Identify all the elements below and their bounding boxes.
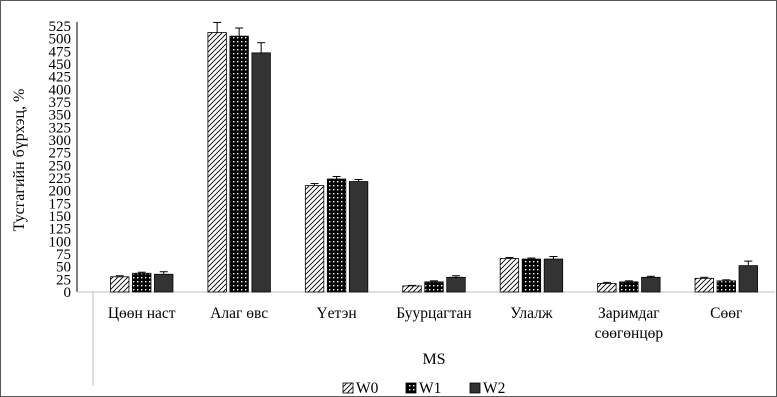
x-category-label: Буурцагтан [396,305,471,322]
legend-label-w2: W2 [483,380,505,397]
y-tick-label: 0 [64,285,72,301]
y-tick-label: 450 [49,57,72,73]
x-category-label: Сөөг [710,305,742,322]
x-category-label: Үетэн [316,305,356,322]
y-tick-label: 125 [49,222,72,238]
bar-w0-2 [304,185,325,293]
bars [110,21,758,293]
y-tick-label: 275 [49,146,72,162]
legend-label-w0: W0 [356,380,379,397]
y-tick-label: 50 [56,260,71,276]
x-axis-label: MS [422,351,445,368]
bar-w1-2 [326,178,347,293]
bar-w2-6 [738,265,758,293]
y-axis-label: Тусгагийн бүрхэц, % [11,89,28,232]
y-tick-label: 325 [49,120,72,136]
bar-w0-1 [207,32,227,293]
legend-label-w1: W1 [419,380,441,397]
y-tick-label: 500 [49,32,72,48]
legend-swatch-w1 [405,382,417,394]
y-tick-label: 525 [49,19,72,35]
x-category-label: Алаг өвс [210,305,268,322]
x-category-labels: Цөөн наст Алаг өвс Үетэн Буурцагтан Улалж Зар… [108,305,743,342]
legend-swatch-w0 [342,382,354,394]
y-tick-label: 475 [49,44,72,60]
bar-w0-6 [694,277,714,293]
bar-w0-5 [597,282,617,293]
bar-w2-1 [251,52,271,293]
y-tick-label: 400 [49,82,72,98]
y-tick-label: 200 [49,184,72,200]
y-tick-label: 25 [56,272,71,288]
x-category-label: Цөөн наст [108,305,176,322]
y-tick-label: 175 [49,196,72,212]
y-tick-label: 100 [49,234,72,250]
bar-w0-3 [402,285,422,293]
y-tick-label: 225 [49,171,72,187]
bar-w1-4 [521,258,542,293]
bar-w1-0 [132,272,152,293]
x-category-label: Улалж [510,305,553,322]
bar-w2-5 [641,276,661,293]
bar-w0-4 [499,258,520,293]
y-tick-label: 300 [49,133,72,149]
bar-w0-0 [110,276,130,293]
bar-w2-4 [543,258,564,293]
y-ticks: 0255075100125150175200225250275300325350… [49,19,72,301]
bar-w2-0 [154,273,174,293]
y-tick-label: 75 [56,247,71,263]
axes [76,22,775,386]
y-tick-label: 150 [49,209,72,225]
x-category-label: Заримдаг [598,305,660,322]
y-tick-label: 250 [49,158,72,174]
y-tick-label: 425 [49,70,72,86]
x-category-label: сөөгөнцөр [595,325,664,342]
legend: W0 W1 W2 [342,380,505,397]
bar-w1-1 [229,35,249,293]
y-tick-label: 350 [49,108,72,124]
y-tick-label: 375 [49,95,72,111]
bar-w1-6 [716,280,736,293]
legend-swatch-w2 [469,382,481,394]
bar-w2-2 [348,181,369,293]
bar-w1-3 [424,281,444,293]
bar-w2-3 [446,276,466,293]
bar-w1-5 [619,281,639,293]
